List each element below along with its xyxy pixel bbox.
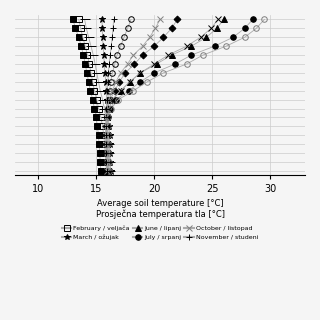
Legend: February / veljača, March / ožujak, June / lipanj, July / srpanj, October / list: February / veljača, March / ožujak, June…	[60, 223, 260, 243]
X-axis label: Average soil temperature [°C]
Prosječna temperatura tla [°C]: Average soil temperature [°C] Prosječna …	[95, 198, 225, 219]
